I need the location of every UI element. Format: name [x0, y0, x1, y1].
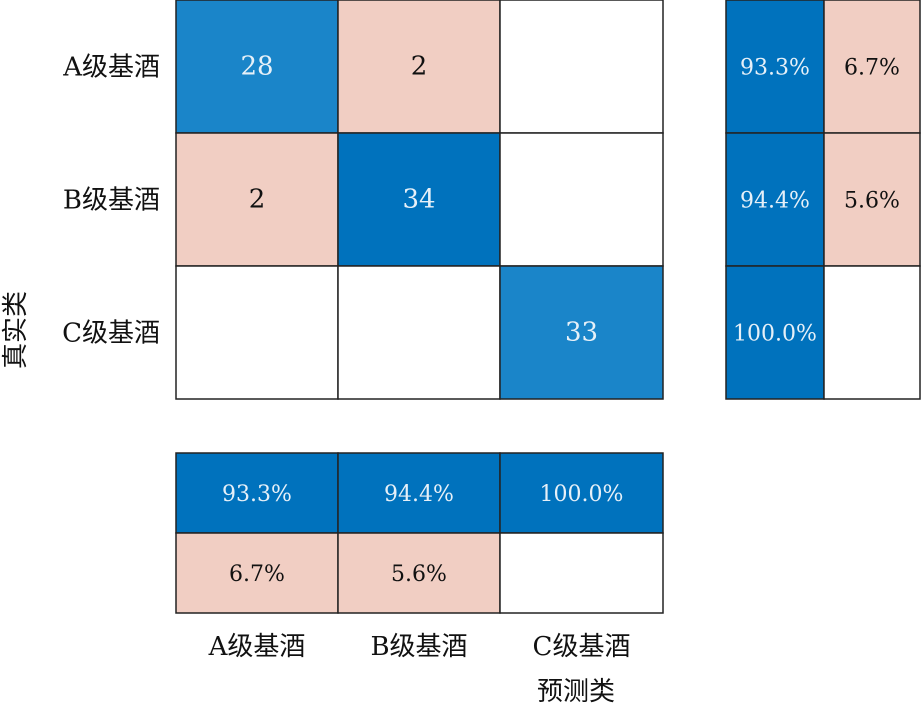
column-summary-cell-label: 6.7%: [229, 562, 285, 587]
column-summary-cell: [175, 532, 339, 614]
y-axis-label: 真实类: [1, 291, 31, 369]
row-class-label: C级基酒: [62, 319, 160, 349]
column-class-label: B级基酒: [370, 632, 467, 662]
row-summary-cell-label: 100.0%: [733, 322, 817, 347]
column-class-label: C级基酒: [533, 632, 631, 662]
row-summary-cell: [823, 265, 921, 400]
column-summary: 93.3% 94.4% 100.0% 6.7% 5.6%: [175, 452, 664, 614]
column-summary-cell: [499, 452, 664, 534]
row-summary-cell-label: 5.6%: [844, 189, 900, 214]
row-class-label: B级基酒: [63, 186, 160, 216]
column-summary-cell-label: 94.4%: [384, 482, 454, 507]
column-summary-cell-label: 93.3%: [222, 482, 292, 507]
column-summary-cell: [175, 452, 339, 534]
column-summary-cell-label: 5.6%: [391, 562, 447, 587]
matrix-cell: [175, 0, 339, 134]
row-summary-cell-label: 93.3%: [740, 56, 810, 81]
matrix-cell-label: 33: [565, 318, 598, 348]
matrix-cell: [337, 0, 501, 134]
row-summary-cell: [725, 265, 825, 400]
row-summary-cell-label: 94.4%: [740, 189, 810, 214]
column-class-label: A级基酒: [208, 632, 306, 662]
x-axis-label: 预测类: [537, 677, 615, 707]
row-summary-cell-label: 6.7%: [844, 56, 900, 81]
matrix-cell: [499, 265, 664, 400]
main-matrix: 28 2 2 34 33: [175, 0, 664, 400]
matrix-cell-label: 34: [402, 185, 435, 215]
column-summary-cell-label: 100.0%: [540, 482, 624, 507]
column-labels: A级基酒 B级基酒 C级基酒: [208, 632, 631, 662]
matrix-cell: [499, 132, 664, 267]
matrix-cell: [175, 132, 339, 267]
row-summary: 93.3% 6.7% 94.4% 5.6% 100.0%: [725, 0, 921, 400]
matrix-cell: [499, 0, 664, 134]
matrix-cell: [337, 132, 501, 267]
column-summary-cell: [337, 532, 501, 614]
row-summary-cell: [823, 132, 921, 267]
row-summary-cell: [725, 132, 825, 267]
matrix-cell-label: 2: [411, 52, 428, 82]
matrix-cell: [175, 265, 339, 400]
row-labels: A级基酒 B级基酒 C级基酒: [62, 53, 160, 349]
row-class-label: A级基酒: [62, 53, 160, 83]
matrix-cell-label: 28: [240, 52, 273, 82]
matrix-cell-label: 2: [249, 185, 266, 215]
matrix-cell: [337, 265, 501, 400]
column-summary-cell: [499, 532, 664, 614]
